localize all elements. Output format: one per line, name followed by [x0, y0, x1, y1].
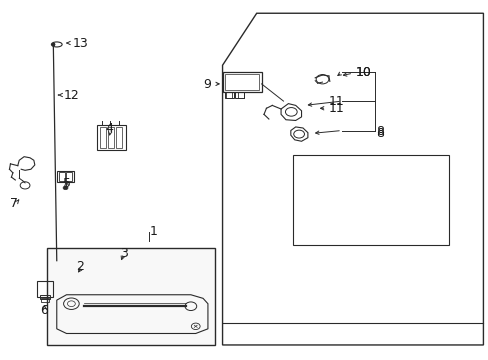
Bar — [41, 298, 49, 302]
Bar — [97, 125, 125, 149]
Text: 5: 5 — [63, 177, 71, 190]
Text: 4: 4 — [105, 122, 113, 135]
Bar — [224, 92, 233, 98]
Bar — [222, 72, 261, 92]
Text: 1: 1 — [149, 225, 157, 238]
Bar — [108, 127, 114, 148]
Bar — [37, 282, 53, 297]
Text: 12: 12 — [64, 89, 80, 102]
Text: 9: 9 — [203, 78, 210, 91]
Text: 10: 10 — [355, 66, 371, 79]
Bar — [66, 172, 72, 181]
Text: 6: 6 — [40, 305, 47, 318]
Text: 11: 11 — [328, 102, 344, 115]
Text: 13: 13 — [73, 36, 88, 50]
Bar — [57, 171, 74, 182]
Bar — [116, 127, 122, 148]
Bar — [234, 92, 243, 98]
Circle shape — [63, 186, 68, 190]
Bar — [47, 248, 215, 345]
Text: 3: 3 — [120, 247, 128, 260]
Text: 2: 2 — [76, 260, 84, 273]
Bar — [100, 127, 106, 148]
Text: 11: 11 — [328, 95, 344, 108]
Bar — [40, 296, 50, 299]
Text: 10: 10 — [355, 66, 371, 79]
Text: 8: 8 — [375, 125, 384, 138]
Bar — [224, 74, 259, 90]
Bar — [293, 155, 448, 244]
Bar — [59, 172, 65, 181]
Text: 8: 8 — [375, 127, 384, 140]
Text: 7: 7 — [10, 197, 19, 210]
